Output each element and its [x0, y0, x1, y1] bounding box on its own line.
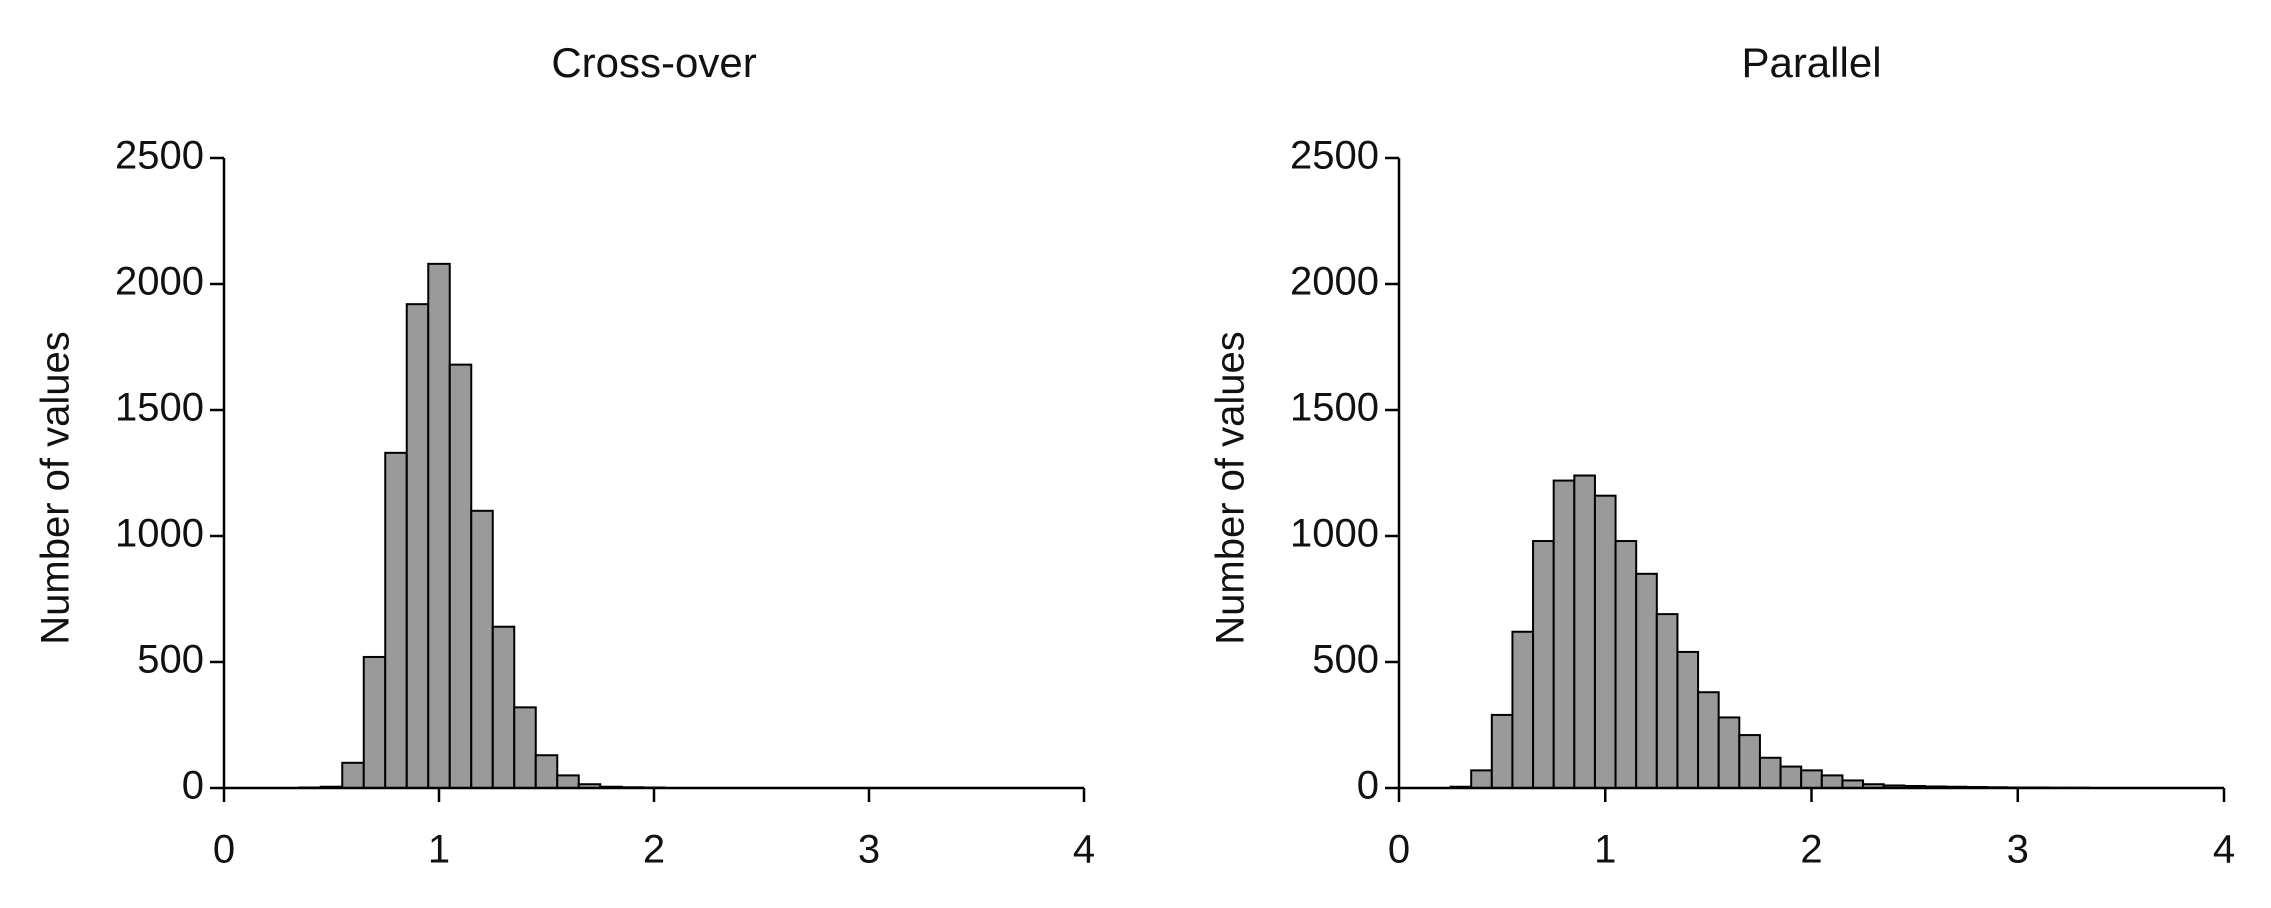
- chart-title: Cross-over: [551, 39, 756, 86]
- bar: [362, 655, 387, 790]
- y-tick-label: 1500: [1290, 386, 1379, 430]
- y-tick-label: 2000: [1290, 260, 1379, 304]
- bar: [1490, 713, 1514, 789]
- bar: [491, 625, 516, 789]
- x-tick-label: 0: [213, 828, 235, 872]
- x-tick-label: 2: [1800, 828, 1822, 872]
- bar: [1532, 540, 1555, 789]
- chart-title: Parallel: [1741, 39, 1881, 86]
- bar: [1614, 540, 1638, 789]
- y-tick-label: 500: [137, 638, 204, 682]
- x-tick-label: 4: [2213, 828, 2235, 872]
- bar: [448, 363, 473, 789]
- bar: [1470, 769, 1493, 789]
- bar: [534, 754, 559, 789]
- y-tick-label: 2500: [1290, 134, 1379, 178]
- y-tick-label: 1000: [1290, 512, 1379, 556]
- x-tick-label: 4: [1073, 828, 1095, 872]
- y-tick-label: 500: [1312, 638, 1379, 682]
- x-tick-label: 1: [1594, 828, 1616, 872]
- y-tick-label: 0: [1357, 764, 1379, 808]
- y-tick-label: 0: [182, 764, 204, 808]
- bar: [1593, 494, 1617, 789]
- bar: [384, 451, 408, 789]
- bar: [1635, 572, 1658, 789]
- bar: [1800, 769, 1823, 789]
- bar: [1676, 650, 1700, 789]
- y-axis-label: Number of values: [1209, 331, 1253, 644]
- bar: [1655, 613, 1679, 789]
- x-tick-label: 1: [428, 828, 450, 872]
- x-tick-label: 3: [858, 828, 880, 872]
- bar: [1511, 630, 1535, 790]
- x-tick-label: 0: [1388, 828, 1410, 872]
- bar: [1717, 716, 1741, 789]
- y-axis-label: Number of values: [34, 331, 78, 644]
- x-tick-label: 3: [2007, 828, 2029, 872]
- bar: [1552, 479, 1576, 789]
- bar: [513, 706, 537, 789]
- bar: [341, 761, 365, 789]
- bar: [470, 509, 494, 789]
- bar: [556, 774, 580, 790]
- y-tick-label: 2500: [115, 134, 204, 178]
- y-tick-label: 1000: [115, 512, 204, 556]
- bar: [405, 303, 430, 789]
- bar: [1779, 765, 1803, 790]
- y-tick-label: 2000: [115, 260, 204, 304]
- bar: [1738, 734, 1761, 790]
- x-tick-label: 2: [643, 828, 665, 872]
- bar: [1697, 691, 1720, 789]
- bar: [427, 262, 451, 789]
- y-tick-label: 1500: [115, 386, 204, 430]
- bar: [1758, 756, 1782, 790]
- bar: [1820, 774, 1844, 790]
- bar: [1573, 474, 1596, 789]
